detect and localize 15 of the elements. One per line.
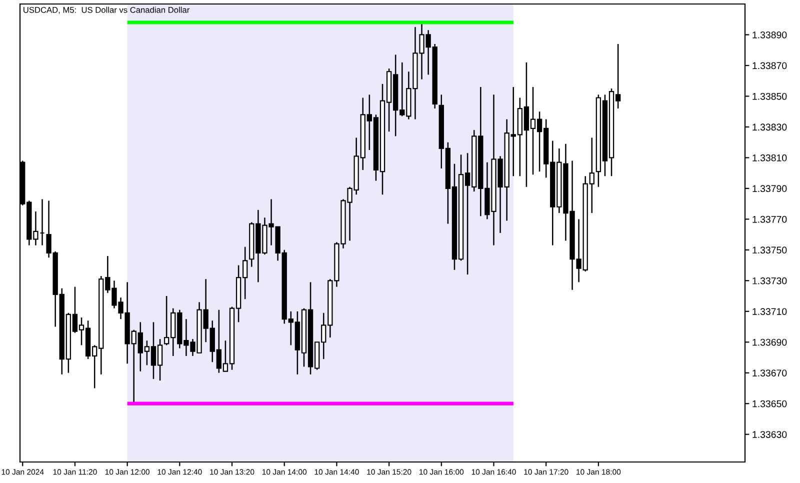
y-tick-label: 1.33650 — [752, 400, 787, 408]
y-tick-label: 1.33630 — [752, 431, 787, 438]
y-tick-label: 1.33850 — [752, 92, 787, 100]
y-tick-label: 1.33810 — [752, 154, 787, 162]
chart-title: USDCAD, M5: US Dollar vs Canadian Dollar — [24, 6, 190, 14]
y-tick-label: 1.33870 — [752, 62, 787, 70]
y-tick-label: 1.33730 — [752, 277, 787, 284]
y-tick-label: 1.33690 — [752, 338, 787, 346]
y-tick-label: 1.33770 — [752, 216, 787, 223]
y-tick-label: 1.33710 — [752, 308, 787, 315]
y-tick-label: 1.33830 — [752, 124, 787, 131]
y-tick-label: 1.33790 — [752, 185, 787, 192]
y-tick-label: 1.33890 — [752, 31, 787, 38]
y-tick-label: 1.33670 — [752, 370, 787, 376]
y-tick-label: 1.33750 — [752, 246, 787, 254]
